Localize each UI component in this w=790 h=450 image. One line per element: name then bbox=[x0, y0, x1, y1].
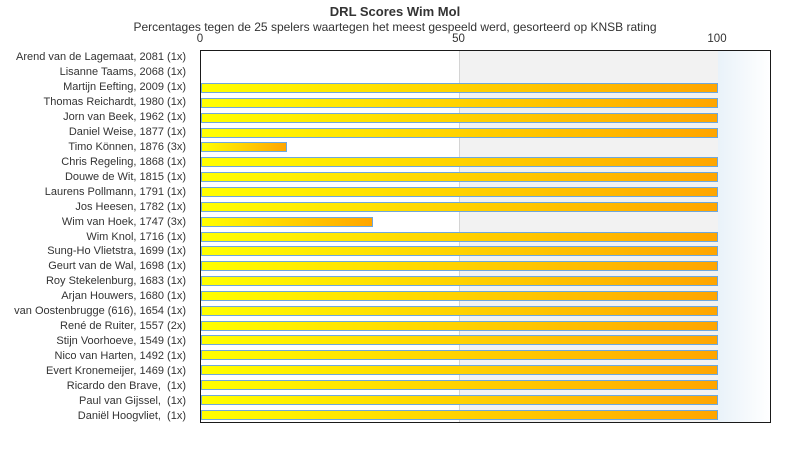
bar-row bbox=[201, 155, 718, 170]
bar bbox=[201, 246, 718, 257]
category-label: Ricardo den Brave, (1x) bbox=[66, 379, 186, 392]
category-label: Evert Kronemeijer, 1469 (1x) bbox=[45, 364, 186, 377]
bar-row bbox=[201, 289, 718, 304]
x-tick-label: 100 bbox=[707, 33, 727, 45]
bar bbox=[201, 379, 718, 390]
category-label: Sung-Ho Vlietstra, 1699 (1x) bbox=[47, 245, 186, 258]
bar-row bbox=[201, 348, 718, 363]
bar-row bbox=[201, 318, 718, 333]
category-label: Martijn Eefting, 2009 (1x) bbox=[63, 81, 186, 94]
y-axis-labels: Arend van de Lagemaat, 2081 (1x) Lisanne … bbox=[0, 50, 193, 423]
bar bbox=[201, 201, 718, 212]
x-tick-label: 50 bbox=[452, 33, 465, 45]
bar bbox=[201, 231, 718, 242]
category-label: Paul van Gijssel, (1x) bbox=[79, 394, 186, 407]
bar-row bbox=[201, 259, 718, 274]
bar-rows bbox=[201, 51, 718, 422]
bar bbox=[201, 142, 288, 153]
bar-row bbox=[201, 110, 718, 125]
bar-row bbox=[201, 214, 718, 229]
band-over-100 bbox=[718, 51, 770, 422]
bar-row bbox=[201, 185, 718, 200]
bar-row bbox=[201, 81, 718, 96]
bar bbox=[201, 320, 718, 331]
bar bbox=[201, 365, 718, 376]
bar-row bbox=[201, 199, 718, 214]
category-label: Wim Knol, 1716 (1x) bbox=[86, 230, 186, 243]
bar-row bbox=[201, 333, 718, 348]
bar bbox=[201, 157, 718, 168]
bar-row bbox=[201, 303, 718, 318]
bar bbox=[201, 83, 718, 94]
category-label: Daniel Weise, 1877 (1x) bbox=[68, 126, 186, 139]
bar-row bbox=[201, 140, 718, 155]
bar bbox=[201, 335, 718, 346]
bar bbox=[201, 276, 718, 287]
bar bbox=[201, 187, 718, 198]
category-label: Roy Stekelenburg, 1683 (1x) bbox=[45, 275, 186, 288]
bar-row bbox=[201, 51, 718, 66]
bar bbox=[201, 305, 718, 316]
bar-row bbox=[201, 244, 718, 259]
category-label: Chris Regeling, 1868 (1x) bbox=[61, 155, 186, 168]
chart-title: DRL Scores Wim Mol bbox=[329, 4, 461, 19]
bar bbox=[201, 97, 718, 108]
category-label: Arjan Houwers, 1680 (1x) bbox=[61, 290, 186, 303]
bar bbox=[201, 350, 718, 361]
bar-row bbox=[201, 392, 718, 407]
category-label: Timo Können, 1876 (3x) bbox=[68, 140, 186, 153]
x-tick-label: 0 bbox=[196, 33, 204, 45]
bar bbox=[201, 290, 718, 301]
bar-row bbox=[201, 96, 718, 111]
category-label: Geurt van de Wal, 1698 (1x) bbox=[48, 260, 186, 273]
category-label: Wim van Hoek, 1747 (3x) bbox=[61, 215, 186, 228]
category-label: Thomas Reichardt, 1980 (1x) bbox=[43, 96, 186, 109]
bar bbox=[201, 112, 718, 123]
bar bbox=[201, 172, 718, 183]
bar-row bbox=[201, 378, 718, 393]
plot-area bbox=[200, 50, 771, 423]
category-label: Daniël Hoogvliet, (1x) bbox=[77, 409, 186, 422]
category-label: Nico van Harten, 1492 (1x) bbox=[54, 349, 186, 362]
category-label: Stijn Voorhoeve, 1549 (1x) bbox=[56, 334, 186, 347]
bar-row bbox=[201, 66, 718, 81]
bar bbox=[201, 127, 718, 138]
bar-row bbox=[201, 407, 718, 422]
bar bbox=[201, 216, 374, 227]
category-label: Laurens Pollmann, 1791 (1x) bbox=[44, 185, 186, 198]
chart-subtitle: Percentages tegen de 25 spelers waartege… bbox=[133, 20, 657, 34]
bar bbox=[201, 409, 718, 420]
bar-row bbox=[201, 274, 718, 289]
category-label: Douwe de Wit, 1815 (1x) bbox=[64, 170, 186, 183]
category-label: van Oostenbrugge (616), 1654 (1x) bbox=[14, 305, 186, 318]
bar-row bbox=[201, 125, 718, 140]
bar-row bbox=[201, 170, 718, 185]
category-label: Jos Heesen, 1782 (1x) bbox=[75, 200, 186, 213]
category-label: Lisanne Taams, 2068 (1x) bbox=[59, 66, 186, 79]
bar-row bbox=[201, 363, 718, 378]
category-label: Arend van de Lagemaat, 2081 (1x) bbox=[15, 51, 186, 64]
bar bbox=[201, 394, 718, 405]
bar bbox=[201, 261, 718, 272]
category-label: René de Ruiter, 1557 (2x) bbox=[60, 320, 186, 333]
bar-row bbox=[201, 229, 718, 244]
category-label: Jorn van Beek, 1962 (1x) bbox=[63, 111, 186, 124]
